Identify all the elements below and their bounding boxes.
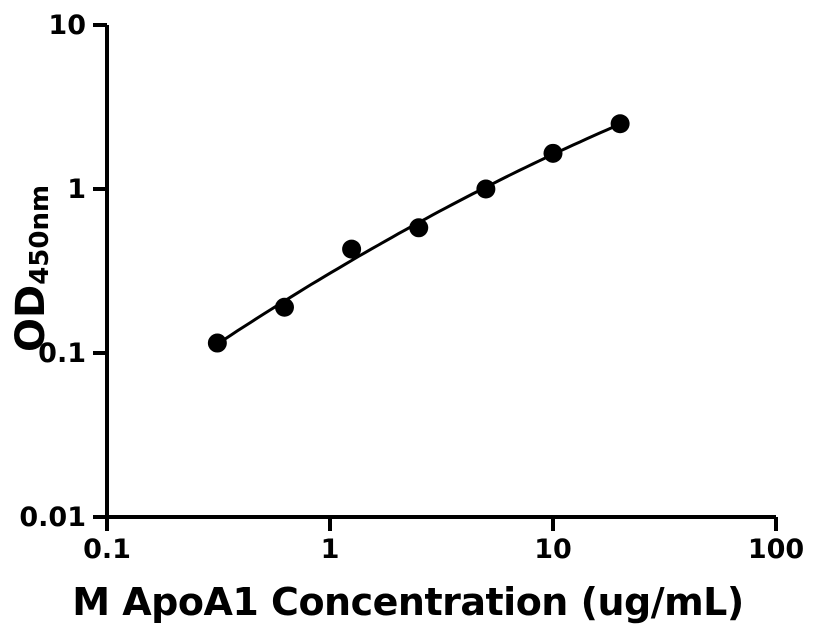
- y-axis-title-subscript: 450nm: [25, 184, 55, 285]
- x-tick-label: 10: [534, 534, 572, 565]
- data-point: [274, 297, 294, 317]
- data-point: [207, 333, 227, 353]
- data-point: [543, 143, 563, 163]
- x-axis-title: M ApoA1 Concentration (ug/mL): [72, 580, 744, 624]
- axis-spine: [105, 25, 776, 519]
- y-tick-label: 1: [67, 174, 86, 205]
- data-point: [409, 218, 429, 238]
- y-tick-label: 0.01: [19, 502, 86, 533]
- y-tick-label: 10: [48, 10, 86, 41]
- y-axis-title-main: OD: [8, 284, 54, 352]
- data-point: [342, 239, 362, 259]
- data-point: [610, 114, 630, 134]
- data-point: [476, 179, 496, 199]
- y-tick-label: 0.1: [38, 338, 86, 369]
- y-axis-title: OD450nm: [8, 185, 63, 352]
- x-tick-label: 0.1: [83, 534, 131, 565]
- x-tick-label: 1: [321, 534, 340, 565]
- x-tick-label: 100: [748, 534, 804, 565]
